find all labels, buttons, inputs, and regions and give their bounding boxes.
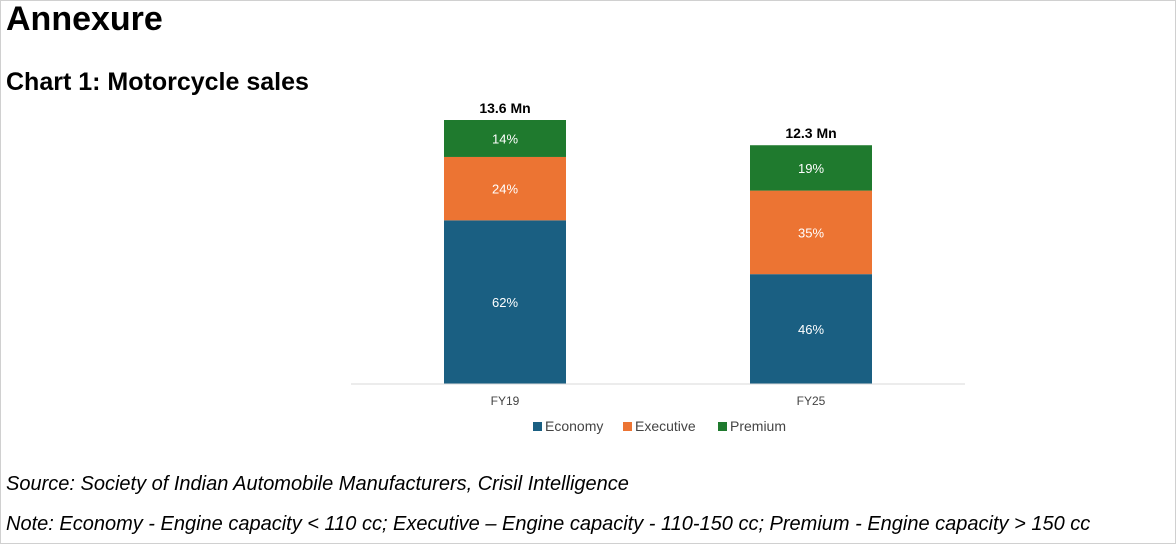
legend-swatch-economy (533, 422, 542, 431)
total-label-fy19: 13.6 Mn (479, 100, 530, 116)
legend-label-executive: Executive (635, 418, 696, 434)
total-label-fy25: 12.3 Mn (785, 125, 836, 141)
legend-swatch-premium (718, 422, 727, 431)
x-tick-label-fy19: FY19 (491, 394, 520, 408)
data-label-executive-fy25: 35% (798, 225, 824, 240)
bar-segment-premium-fy19 (444, 120, 566, 157)
legend-label-economy: Economy (545, 418, 603, 434)
bar-segment-executive-fy25 (750, 190, 872, 275)
bar-segment-economy-fy19 (444, 220, 566, 384)
data-label-premium-fy19: 14% (492, 131, 518, 146)
x-tick-label-fy25: FY25 (797, 394, 826, 408)
legend-label-premium: Premium (730, 418, 786, 434)
bar-segment-executive-fy19 (444, 156, 566, 221)
data-label-economy-fy19: 62% (492, 295, 518, 310)
bar-segment-premium-fy25 (750, 145, 872, 191)
data-label-executive-fy19: 24% (492, 182, 518, 197)
data-label-economy-fy25: 46% (798, 322, 824, 337)
bar-segment-economy-fy25 (750, 274, 872, 384)
source-note: Source: Society of Indian Automobile Man… (6, 473, 629, 495)
definition-note: Note: Economy - Engine capacity < 110 cc… (6, 513, 1091, 535)
page-heading: Annexure (6, 0, 163, 38)
legend-swatch-executive (623, 422, 632, 431)
data-label-premium-fy25: 19% (798, 161, 824, 176)
chart-title: Chart 1: Motorcycle sales (6, 68, 309, 96)
